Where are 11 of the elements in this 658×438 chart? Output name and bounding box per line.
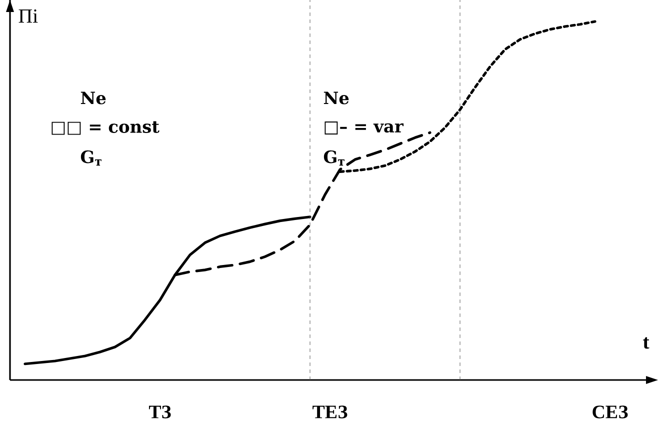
text: ТЕЗ: [312, 406, 348, 418]
annotation: □□ = const: [52, 121, 160, 135]
annotation: G$_{т}$: [324, 150, 344, 166]
annotation: □– = var: [324, 122, 404, 134]
y-axis-title: Пі: [18, 9, 38, 23]
annotation: Ne: [80, 92, 106, 104]
annotation: G$_{т}$: [80, 150, 102, 166]
annotation: Ne: [324, 92, 349, 104]
x-axis-title: t: [643, 337, 650, 349]
text: ТЗ: [148, 406, 171, 418]
text: СЕЗ: [592, 406, 628, 418]
